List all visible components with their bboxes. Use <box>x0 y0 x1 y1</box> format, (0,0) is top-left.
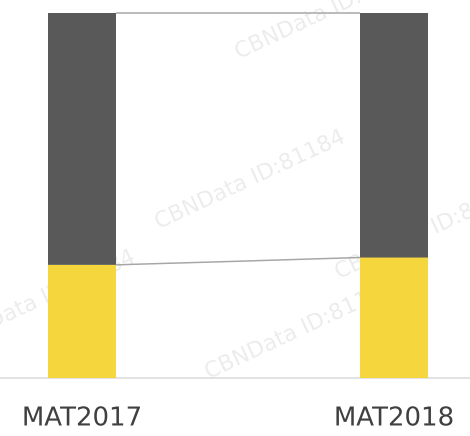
x-tick-label: MAT2017 <box>22 403 142 433</box>
bar-segment <box>48 13 116 265</box>
watermark: CBNData ID:81184 <box>151 124 349 234</box>
bar-segment <box>48 264 116 378</box>
connector-line <box>115 256 361 266</box>
bar-segment <box>360 13 428 258</box>
bar-segment <box>360 257 428 378</box>
x-tick-label: MAT2018 <box>334 403 454 433</box>
